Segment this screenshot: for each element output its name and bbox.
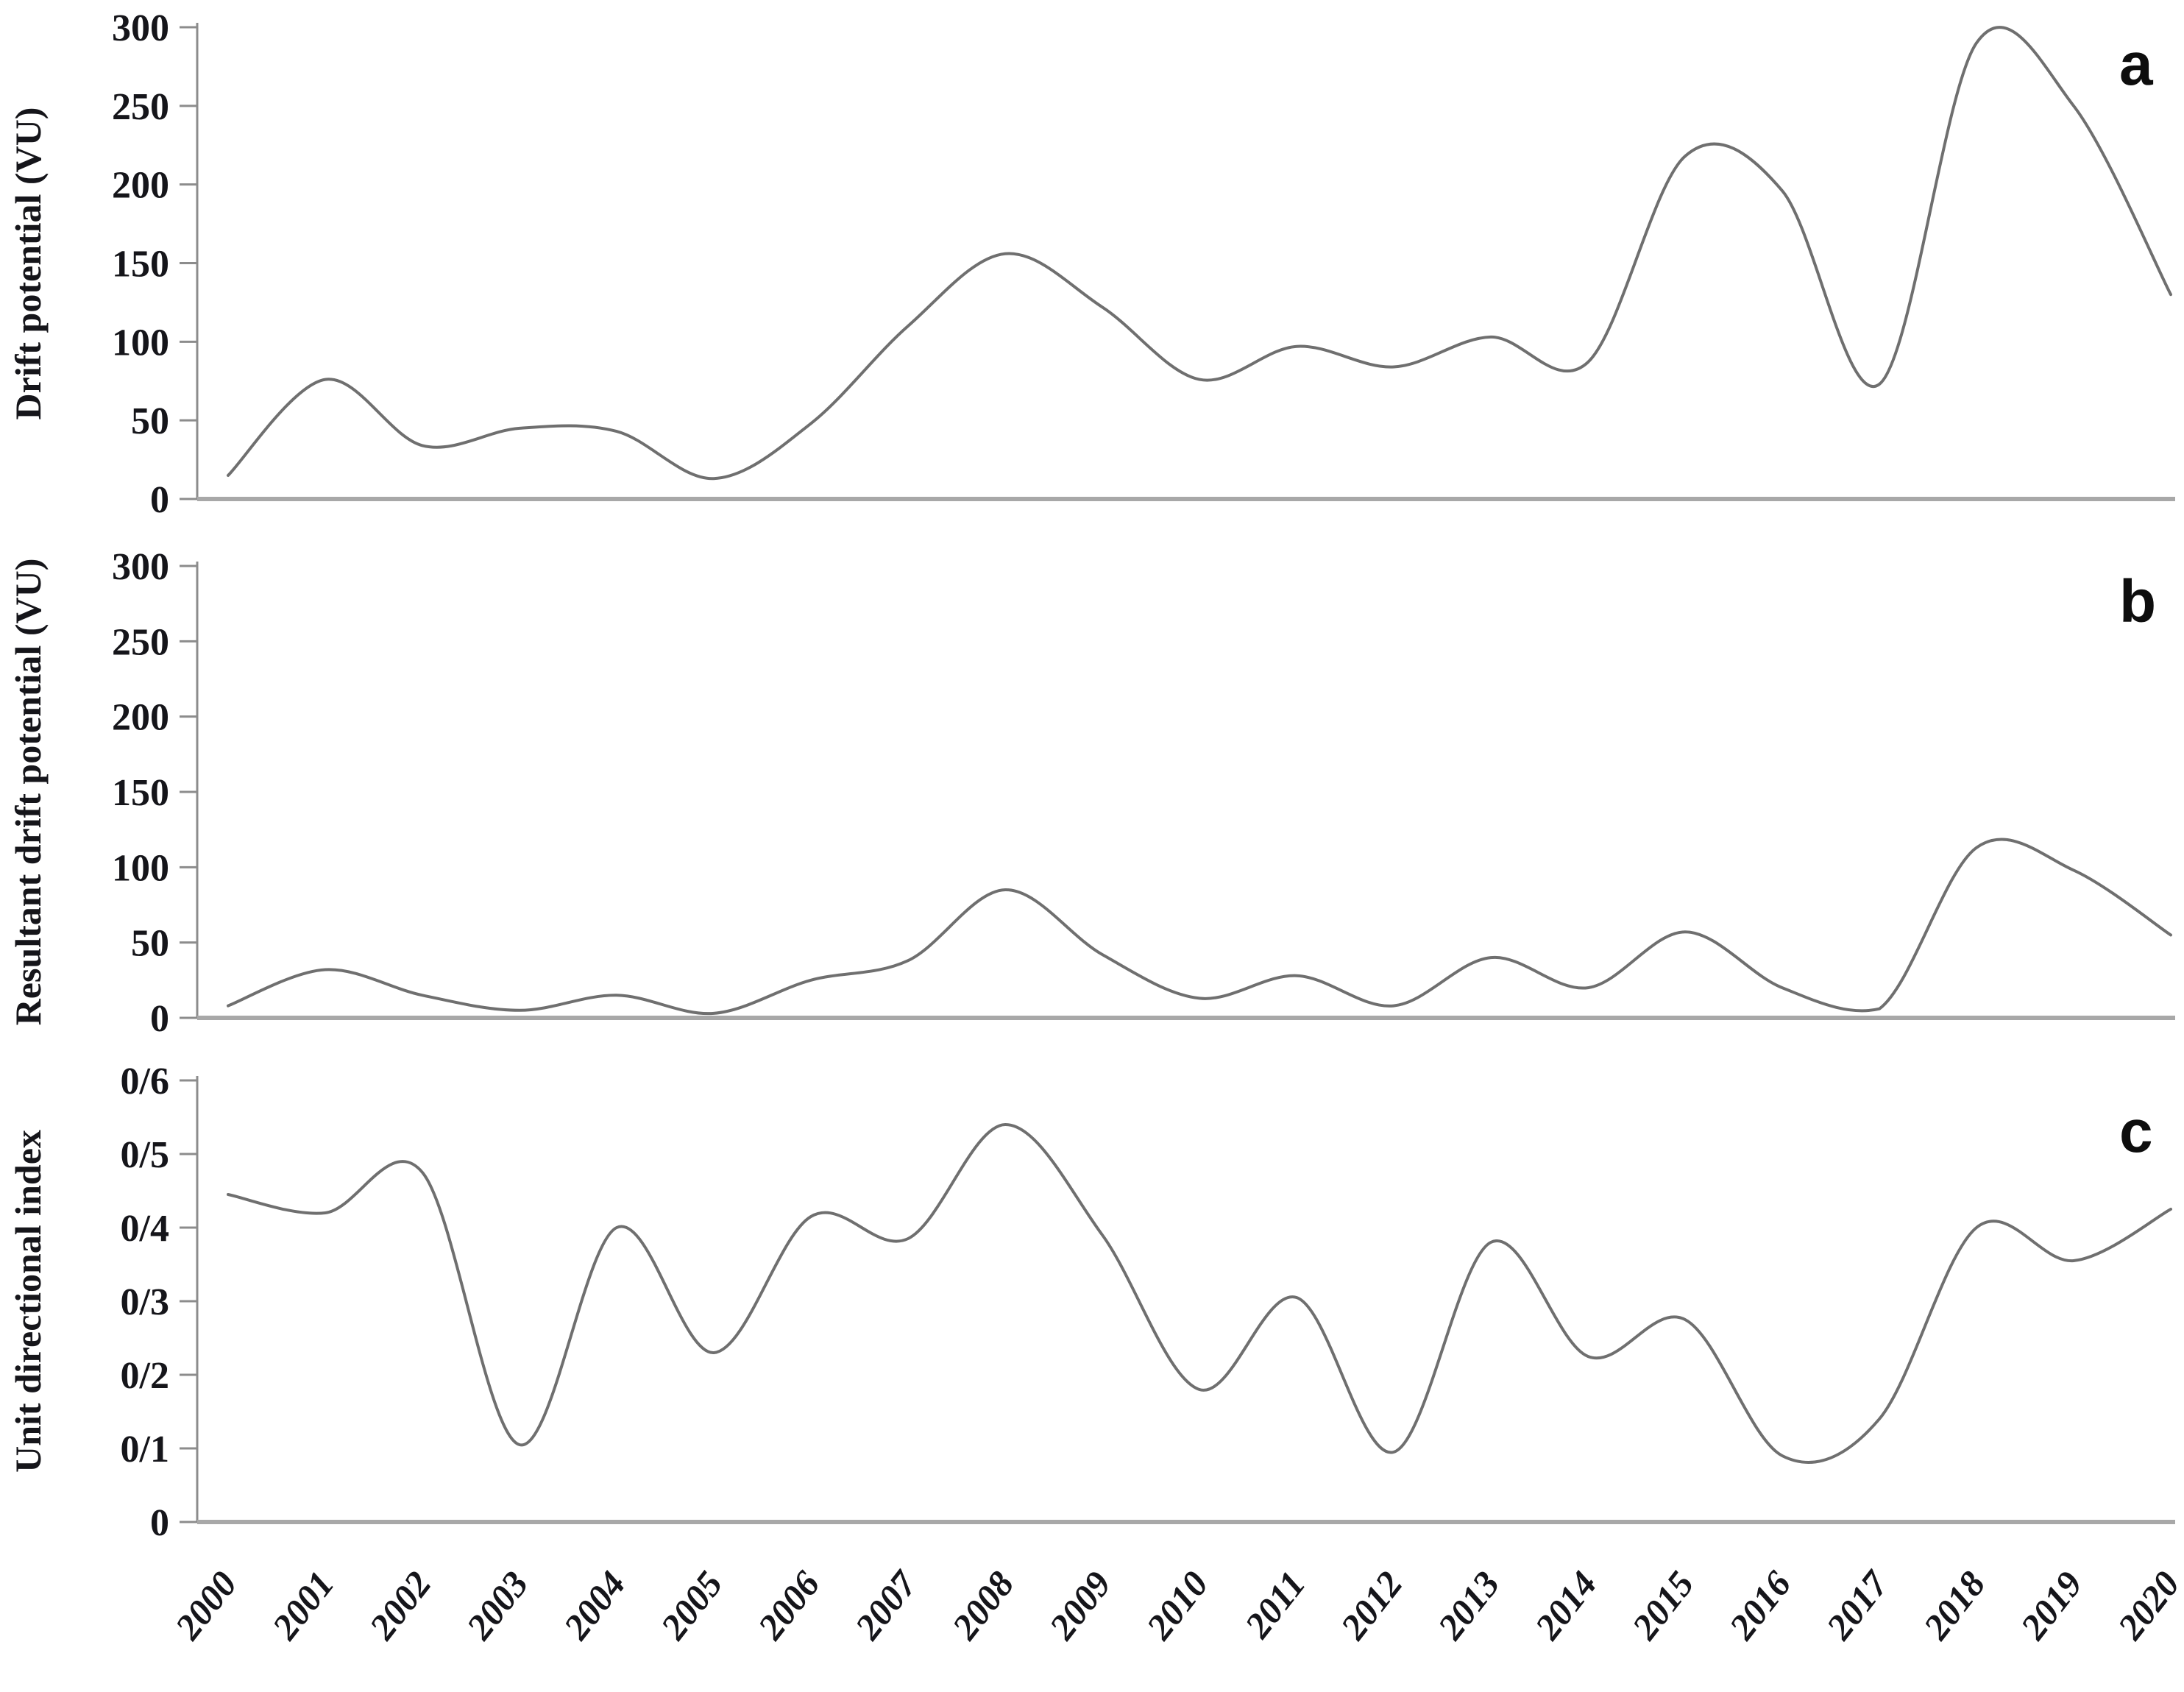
x-year-label: 2020 xyxy=(2109,1563,2184,1647)
x-year-label: 2009 xyxy=(1040,1563,1118,1647)
y-tick-label: 0/1 xyxy=(121,1429,169,1470)
x-year-label: 2014 xyxy=(1526,1563,1604,1647)
y-tick-label: 150 xyxy=(112,772,169,814)
panel-c: Unit directional index c 0 0/1 0/2 0/3 0/4 0/… xyxy=(7,1061,2175,1544)
panel-b-y-axis-title: Resultant drift potential (VU) xyxy=(7,559,49,1026)
panel-c-letter: c xyxy=(2119,1098,2153,1165)
x-year-label: 2019 xyxy=(2012,1563,2090,1647)
panel-a-curve xyxy=(227,26,2172,481)
panel-b-axes: 0 50 100 150 200 250 300 xyxy=(112,546,2175,1040)
y-tick-label: 100 xyxy=(112,322,169,364)
y-tick-label: 250 xyxy=(112,86,169,128)
y-tick-label: 0/4 xyxy=(121,1208,169,1250)
x-year-label: 2015 xyxy=(1623,1563,1701,1647)
y-tick-label: 150 xyxy=(112,244,169,286)
x-year-label: 2008 xyxy=(943,1563,1021,1647)
x-year-label: 2018 xyxy=(1915,1563,1993,1647)
panel-b-letter: b xyxy=(2119,568,2156,635)
x-year-label: 2000 xyxy=(166,1563,244,1647)
y-tick-label: 100 xyxy=(112,847,169,889)
y-tick-label: 0/6 xyxy=(121,1061,169,1102)
x-year-label: 2010 xyxy=(1138,1563,1216,1647)
panel-b: Resultant drift potential (VU) b 0 50 100 1… xyxy=(7,546,2175,1040)
x-year-label: 2006 xyxy=(749,1563,827,1647)
data-curve-c xyxy=(227,1122,2172,1464)
x-year-label: 2002 xyxy=(361,1563,439,1647)
x-year-label: 2005 xyxy=(652,1563,730,1647)
y-tick-label: 0 xyxy=(150,479,169,521)
panel-a-letter: a xyxy=(2119,31,2154,98)
x-year-label: 2001 xyxy=(263,1563,341,1647)
panel-a-axes: 0 50 100 150 200 250 300 xyxy=(112,7,2175,521)
panel-c-curve xyxy=(227,1122,2172,1464)
y-tick-label: 200 xyxy=(112,165,169,207)
y-tick-label: 0/2 xyxy=(121,1355,169,1397)
x-year-label: 2004 xyxy=(555,1563,633,1647)
panel-a: Drift potential (VU) a 0 50 100 150 200 250 30… xyxy=(7,7,2175,521)
panel-c-axes: 0 0/1 0/2 0/3 0/4 0/5 0/6 xyxy=(121,1061,2175,1544)
y-tick-label: 0/5 xyxy=(121,1134,169,1176)
y-tick-label: 300 xyxy=(112,546,169,588)
y-tick-label: 50 xyxy=(131,400,169,442)
y-tick-label: 0 xyxy=(150,1502,169,1544)
y-tick-label: 50 xyxy=(131,923,169,965)
x-year-label: 2007 xyxy=(846,1562,926,1648)
y-tick-label: 0 xyxy=(150,998,169,1040)
y-tick-label: 250 xyxy=(112,621,169,663)
x-year-label: 2016 xyxy=(1720,1563,1798,1647)
x-axis-year-labels: 2000 2001 2002 2003 2004 2005 2006 2007 2008 2009… xyxy=(166,1562,2184,1648)
x-year-label: 2011 xyxy=(1236,1563,1313,1646)
x-year-label: 2017 xyxy=(1818,1562,1897,1648)
x-year-label: 2003 xyxy=(458,1563,536,1647)
y-tick-label: 200 xyxy=(112,697,169,739)
panel-b-curve xyxy=(227,838,2172,1016)
y-tick-label: 0/3 xyxy=(121,1281,169,1323)
data-curve-b xyxy=(227,838,2172,1016)
y-tick-label: 300 xyxy=(112,7,169,49)
x-year-label: 2013 xyxy=(1429,1563,1507,1647)
panel-c-y-axis-title: Unit directional index xyxy=(7,1130,49,1473)
data-curve-a xyxy=(227,26,2172,481)
x-year-label: 2012 xyxy=(1332,1563,1410,1647)
panel-a-y-axis-title: Drift potential (VU) xyxy=(7,107,49,420)
